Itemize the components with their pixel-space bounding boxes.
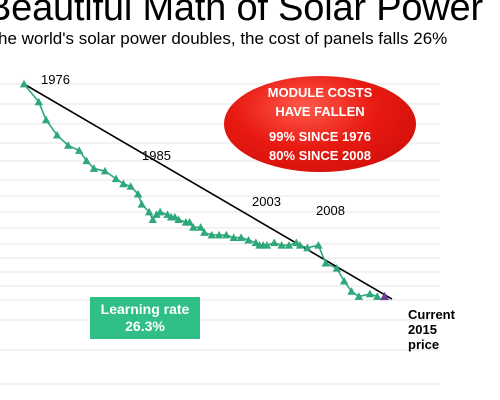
data-point	[111, 174, 121, 183]
gridlines	[0, 83, 440, 385]
data-point	[207, 230, 216, 239]
data-point	[126, 182, 135, 190]
data-point	[82, 156, 91, 165]
callout-line-2: HAVE FALLEN	[275, 104, 365, 119]
data-point	[222, 230, 231, 239]
data-point	[321, 259, 330, 267]
current-price-label: Current 2015 price	[408, 307, 455, 352]
data-point	[244, 235, 253, 244]
data-point	[373, 292, 382, 300]
data-point	[34, 97, 43, 106]
annotation-1976: 1976	[41, 72, 70, 87]
data-point	[100, 166, 110, 175]
page-subtitle: he world's solar power doubles, the cost…	[0, 29, 448, 48]
page-title: Beautiful Math of Solar Power	[0, 0, 483, 29]
data-point	[119, 179, 128, 188]
data-point	[196, 223, 205, 231]
data-point	[214, 230, 224, 239]
data-point	[133, 189, 143, 198]
data-point	[185, 218, 194, 226]
current-price-line-3: price	[408, 337, 440, 352]
data-point	[303, 243, 312, 252]
data-point	[144, 207, 154, 216]
data-point	[236, 233, 246, 241]
data-point	[229, 233, 238, 241]
callout-line-3: 99% SINCE 1976	[269, 129, 371, 144]
data-point	[284, 241, 294, 249]
data-point	[41, 115, 51, 124]
data-point	[89, 164, 99, 172]
trendline	[23, 83, 393, 300]
current-price-line-2: 2015	[408, 322, 437, 337]
data-point	[63, 141, 73, 149]
data-point	[148, 215, 157, 224]
annotation-2008: 2008	[316, 203, 345, 218]
data-point	[332, 264, 341, 272]
data-point	[189, 223, 198, 231]
data-point	[365, 289, 375, 298]
data-point	[137, 200, 146, 208]
data-point	[270, 238, 279, 247]
annotation-1985: 1985	[142, 148, 171, 163]
callout-line-4: 80% SINCE 2008	[269, 148, 371, 163]
data-point	[200, 228, 209, 236]
data-point	[155, 207, 165, 216]
data-point	[19, 79, 29, 88]
data-point	[277, 241, 286, 249]
data-markers	[19, 79, 390, 301]
data-point	[75, 146, 84, 154]
learning-rate-value: 26.3%	[125, 318, 165, 334]
data-point	[152, 210, 161, 218]
data-point	[339, 276, 349, 285]
current-price-line-1: Current	[408, 307, 455, 322]
data-point	[52, 131, 62, 139]
data-point	[295, 241, 305, 249]
data-point	[174, 215, 183, 224]
data-point	[354, 292, 364, 300]
data-point	[314, 241, 323, 249]
data-point	[347, 287, 356, 295]
learning-rate-box: Learning rate 26.3%	[90, 297, 200, 339]
learning-rate-label: Learning rate	[100, 301, 190, 317]
callout-line-1: MODULE COSTS	[267, 85, 373, 100]
data-point	[262, 241, 272, 249]
annotation-2003: 2003	[252, 194, 281, 209]
current-price-marker	[380, 291, 390, 301]
module-costs-callout: MODULE COSTS HAVE FALLEN 99% SINCE 1976 …	[224, 76, 416, 172]
